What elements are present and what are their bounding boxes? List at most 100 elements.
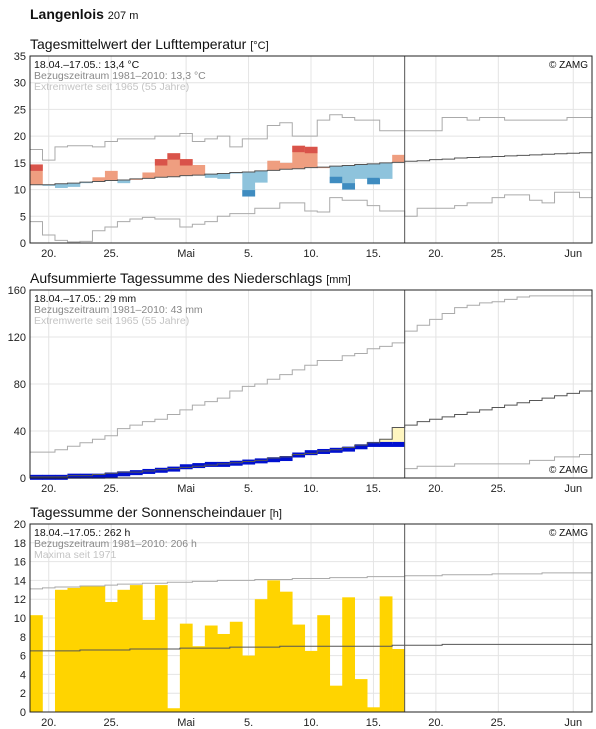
- precipitation-climate-mean-line: [30, 390, 592, 478]
- sunshine-bar: [379, 596, 393, 712]
- plot-frame: [29, 523, 593, 713]
- info-line-3: Extremwerte seit 1965 (55 Jahre): [34, 81, 189, 93]
- x-tick-label: Mai: [177, 717, 195, 729]
- temperature-anomaly-bar: [104, 170, 118, 181]
- x-tick-label: 10.: [303, 717, 318, 729]
- temperature-min-extreme-line: [30, 191, 592, 243]
- info-line-1: 18.04.–17.05.: 13,4 °C: [34, 59, 140, 71]
- precipitation-cumulative-bar: [204, 461, 218, 467]
- station-altitude: 207 m: [107, 10, 139, 22]
- temperature-extreme-anomaly-cap: [167, 153, 181, 160]
- x-tick-label: 20.: [41, 717, 56, 729]
- temperature-anomaly-bar: [54, 183, 68, 188]
- sunshine-bar: [229, 621, 243, 712]
- x-tick-label: Jun: [564, 717, 582, 729]
- x-tick-label: Mai: [177, 483, 195, 495]
- sunshine-bar: [329, 685, 343, 712]
- y-tick-label: 2: [20, 688, 26, 700]
- y-tick-label: 40: [14, 426, 26, 438]
- sunshine-bar: [317, 615, 331, 712]
- sunshine-bar: [392, 649, 405, 712]
- sunshine-bar: [192, 646, 206, 712]
- info-line-1: 18.04.–17.05.: 29 mm: [34, 293, 136, 305]
- temperature-climate-mean-line: [30, 152, 592, 186]
- temperature-anomaly-bar: [192, 164, 206, 176]
- precipitation-cumulative-bar: [117, 471, 131, 477]
- sunshine-bar: [354, 679, 368, 712]
- precipitation-cumulative-bar: [267, 457, 281, 463]
- sunshine-bar: [79, 586, 93, 712]
- precipitation-cumulative-bar: [54, 474, 68, 480]
- temperature-anomaly-bar: [204, 174, 218, 178]
- temperature-extreme-anomaly-cap: [304, 146, 318, 154]
- precipitation-cumulative-bar: [354, 444, 368, 450]
- sunshine-bar: [292, 624, 306, 712]
- temperature-extreme-anomaly-cap: [154, 159, 168, 166]
- info-line-2: Bezugszeitraum 1981–2010: 43 mm: [34, 304, 203, 316]
- precipitation-unit: [mm]: [326, 274, 351, 286]
- temperature-anomaly-bar: [267, 160, 281, 171]
- copyright-label: © ZAMG: [549, 60, 588, 71]
- x-tick-label: 5.: [244, 717, 253, 729]
- copyright-label: © ZAMG: [549, 465, 588, 476]
- temperature-anomaly-bar: [117, 179, 131, 184]
- y-tick-label: 16: [14, 557, 26, 569]
- y-tick-label: 25: [14, 104, 26, 116]
- temperature-extreme-anomaly-cap: [367, 177, 380, 185]
- sunshine-climate-mean-line: [30, 643, 592, 652]
- x-tick-label: Jun: [564, 483, 582, 495]
- y-tick-label: 5: [20, 211, 26, 223]
- x-tick-label: 15.: [366, 483, 381, 495]
- temperature-extreme-anomaly-cap: [179, 159, 193, 166]
- temperature-title-text: Tagesmittelwert der Lufttemperatur: [30, 36, 247, 52]
- plot-frame: [29, 55, 593, 244]
- y-tick-label: 120: [8, 332, 26, 344]
- x-tick-label: 20.: [41, 248, 56, 260]
- x-tick-label: 25.: [491, 483, 506, 495]
- sunshine-bar: [179, 623, 193, 712]
- copyright-label: © ZAMG: [549, 528, 588, 539]
- sunshine-bar: [367, 707, 380, 712]
- sunshine-bar: [30, 615, 43, 712]
- x-tick-label: 10.: [303, 248, 318, 260]
- temperature-anomaly-bar: [279, 162, 293, 170]
- station-name: Langenlois: [30, 6, 104, 22]
- y-tick-label: 12: [14, 594, 26, 606]
- x-tick-label: 20.: [428, 717, 443, 729]
- precipitation-chart: 0 40 80 120 160 20. 25. Mai 5. 10. 15. 20. 25. Jun 18.…: [8, 286, 593, 495]
- temperature-anomaly-bar: [92, 177, 106, 182]
- plot-frame: [29, 289, 593, 479]
- sunshine-bar: [142, 619, 156, 712]
- precipitation-cumulative-bar: [142, 468, 156, 474]
- x-tick-label: Jun: [564, 248, 582, 260]
- y-tick-label: 4: [20, 669, 26, 681]
- precipitation-cumulative-bar: [279, 456, 293, 462]
- precipitation-cumulative-bar: [304, 450, 318, 456]
- precipitation-cumulative-bar: [379, 441, 393, 447]
- x-tick-label: 25.: [491, 717, 506, 729]
- temperature-anomaly-bar: [379, 162, 393, 179]
- x-tick-label: 10.: [303, 483, 318, 495]
- sunshine-bar: [279, 591, 293, 712]
- x-tick-label: 20.: [41, 483, 56, 495]
- y-tick-label: 20: [14, 520, 26, 531]
- y-tick-label: 0: [20, 473, 26, 485]
- temperature-anomaly-bar: [42, 184, 56, 186]
- y-tick-label: 10: [14, 613, 26, 625]
- temperature-unit: [°C]: [250, 40, 269, 52]
- temperature-extreme-anomaly-cap: [342, 183, 356, 190]
- station-header: Langenlois 207 m: [30, 6, 138, 22]
- y-tick-label: 160: [8, 286, 26, 297]
- info-line-3: Extremwerte seit 1965 (55 Jahre): [34, 315, 189, 327]
- x-tick-label: Mai: [177, 248, 195, 260]
- info-line-3: Maxima seit 1971: [34, 549, 116, 561]
- sunshine-chart: 0 2 4 6 8 10 12 14 16 18 20 20. 25. Mai 5. 10. 15. 20. 25.…: [14, 520, 593, 729]
- y-tick-label: 0: [20, 238, 26, 250]
- temperature-extreme-anomaly-cap: [242, 190, 256, 197]
- x-tick-label: 15.: [366, 717, 381, 729]
- y-tick-label: 80: [14, 379, 26, 391]
- sunshine-bar: [67, 587, 81, 712]
- x-tick-label: 25.: [491, 248, 506, 260]
- precipitation-cumulative-bar: [192, 463, 206, 469]
- x-tick-label: 15.: [366, 248, 381, 260]
